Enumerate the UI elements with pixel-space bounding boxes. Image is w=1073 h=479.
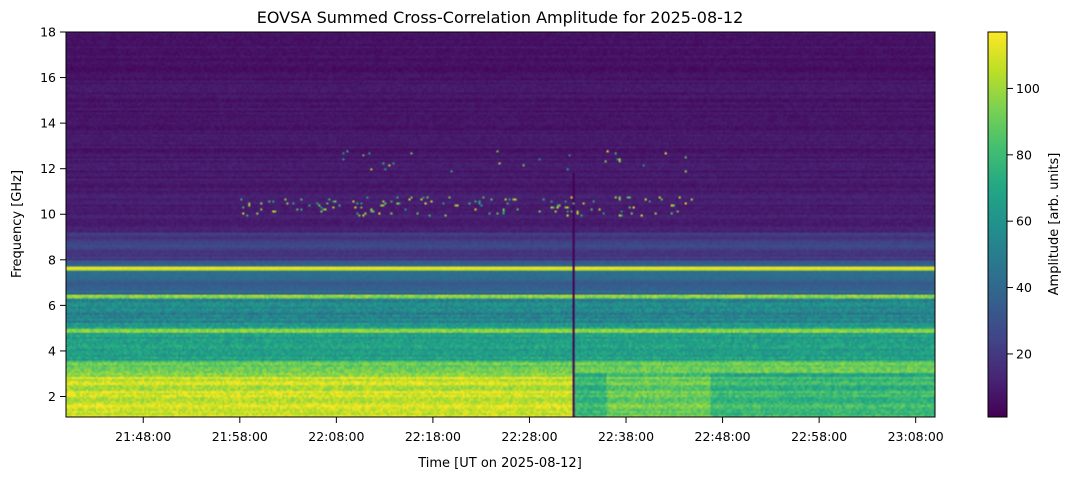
chart-title: EOVSA Summed Cross-Correlation Amplitude…	[257, 8, 744, 27]
x-tick-label: 21:48:00	[115, 429, 171, 444]
x-tick-label: 22:48:00	[695, 429, 751, 444]
heatmap-plot-area	[65, 31, 936, 418]
x-tick-label: 22:28:00	[501, 429, 557, 444]
x-tick-label: 21:58:00	[212, 429, 268, 444]
colorbar-gradient	[987, 31, 1008, 418]
y-axis: 2 4 6 8 10 12 14 16 18	[40, 25, 66, 404]
heatmap-image	[66, 32, 935, 417]
colorbar: 20 40 60 80 100 Amplitude [arb. units]	[987, 31, 1062, 418]
x-tick-label: 22:18:00	[405, 429, 461, 444]
colorbar-tick-label: 20	[1016, 346, 1032, 361]
plot-frame	[65, 31, 936, 418]
y-tick-label: 10	[40, 207, 56, 222]
y-axis-label: Frequency [GHz]	[10, 170, 25, 278]
colorbar-tick-label: 60	[1016, 214, 1032, 229]
y-tick-label: 8	[48, 252, 56, 267]
x-tick-label: 22:38:00	[598, 429, 654, 444]
y-tick-label: 4	[48, 343, 56, 358]
colorbar-tick-label: 100	[1016, 81, 1040, 96]
colorbar-label: Amplitude [arb. units]	[1047, 153, 1062, 296]
x-axis: 21:48:00 21:58:00 22:08:00 22:18:00 22:28:00…	[115, 417, 944, 444]
colorbar-ticks: 20 40 60 80 100	[1007, 81, 1040, 361]
x-tick-label: 22:58:00	[791, 429, 847, 444]
colorbar-tick-label: 40	[1016, 280, 1032, 295]
x-axis-label: Time [UT on 2025-08-12]	[417, 456, 582, 471]
colorbar-tick-label: 80	[1016, 147, 1032, 162]
y-tick-label: 14	[40, 116, 56, 131]
y-tick-label: 16	[40, 70, 56, 85]
y-tick-label: 2	[48, 389, 56, 404]
x-tick-label: 23:08:00	[888, 429, 944, 444]
y-tick-label: 18	[40, 25, 56, 40]
y-tick-label: 12	[40, 161, 56, 176]
x-tick-label: 22:08:00	[308, 429, 364, 444]
y-tick-label: 6	[48, 298, 56, 313]
